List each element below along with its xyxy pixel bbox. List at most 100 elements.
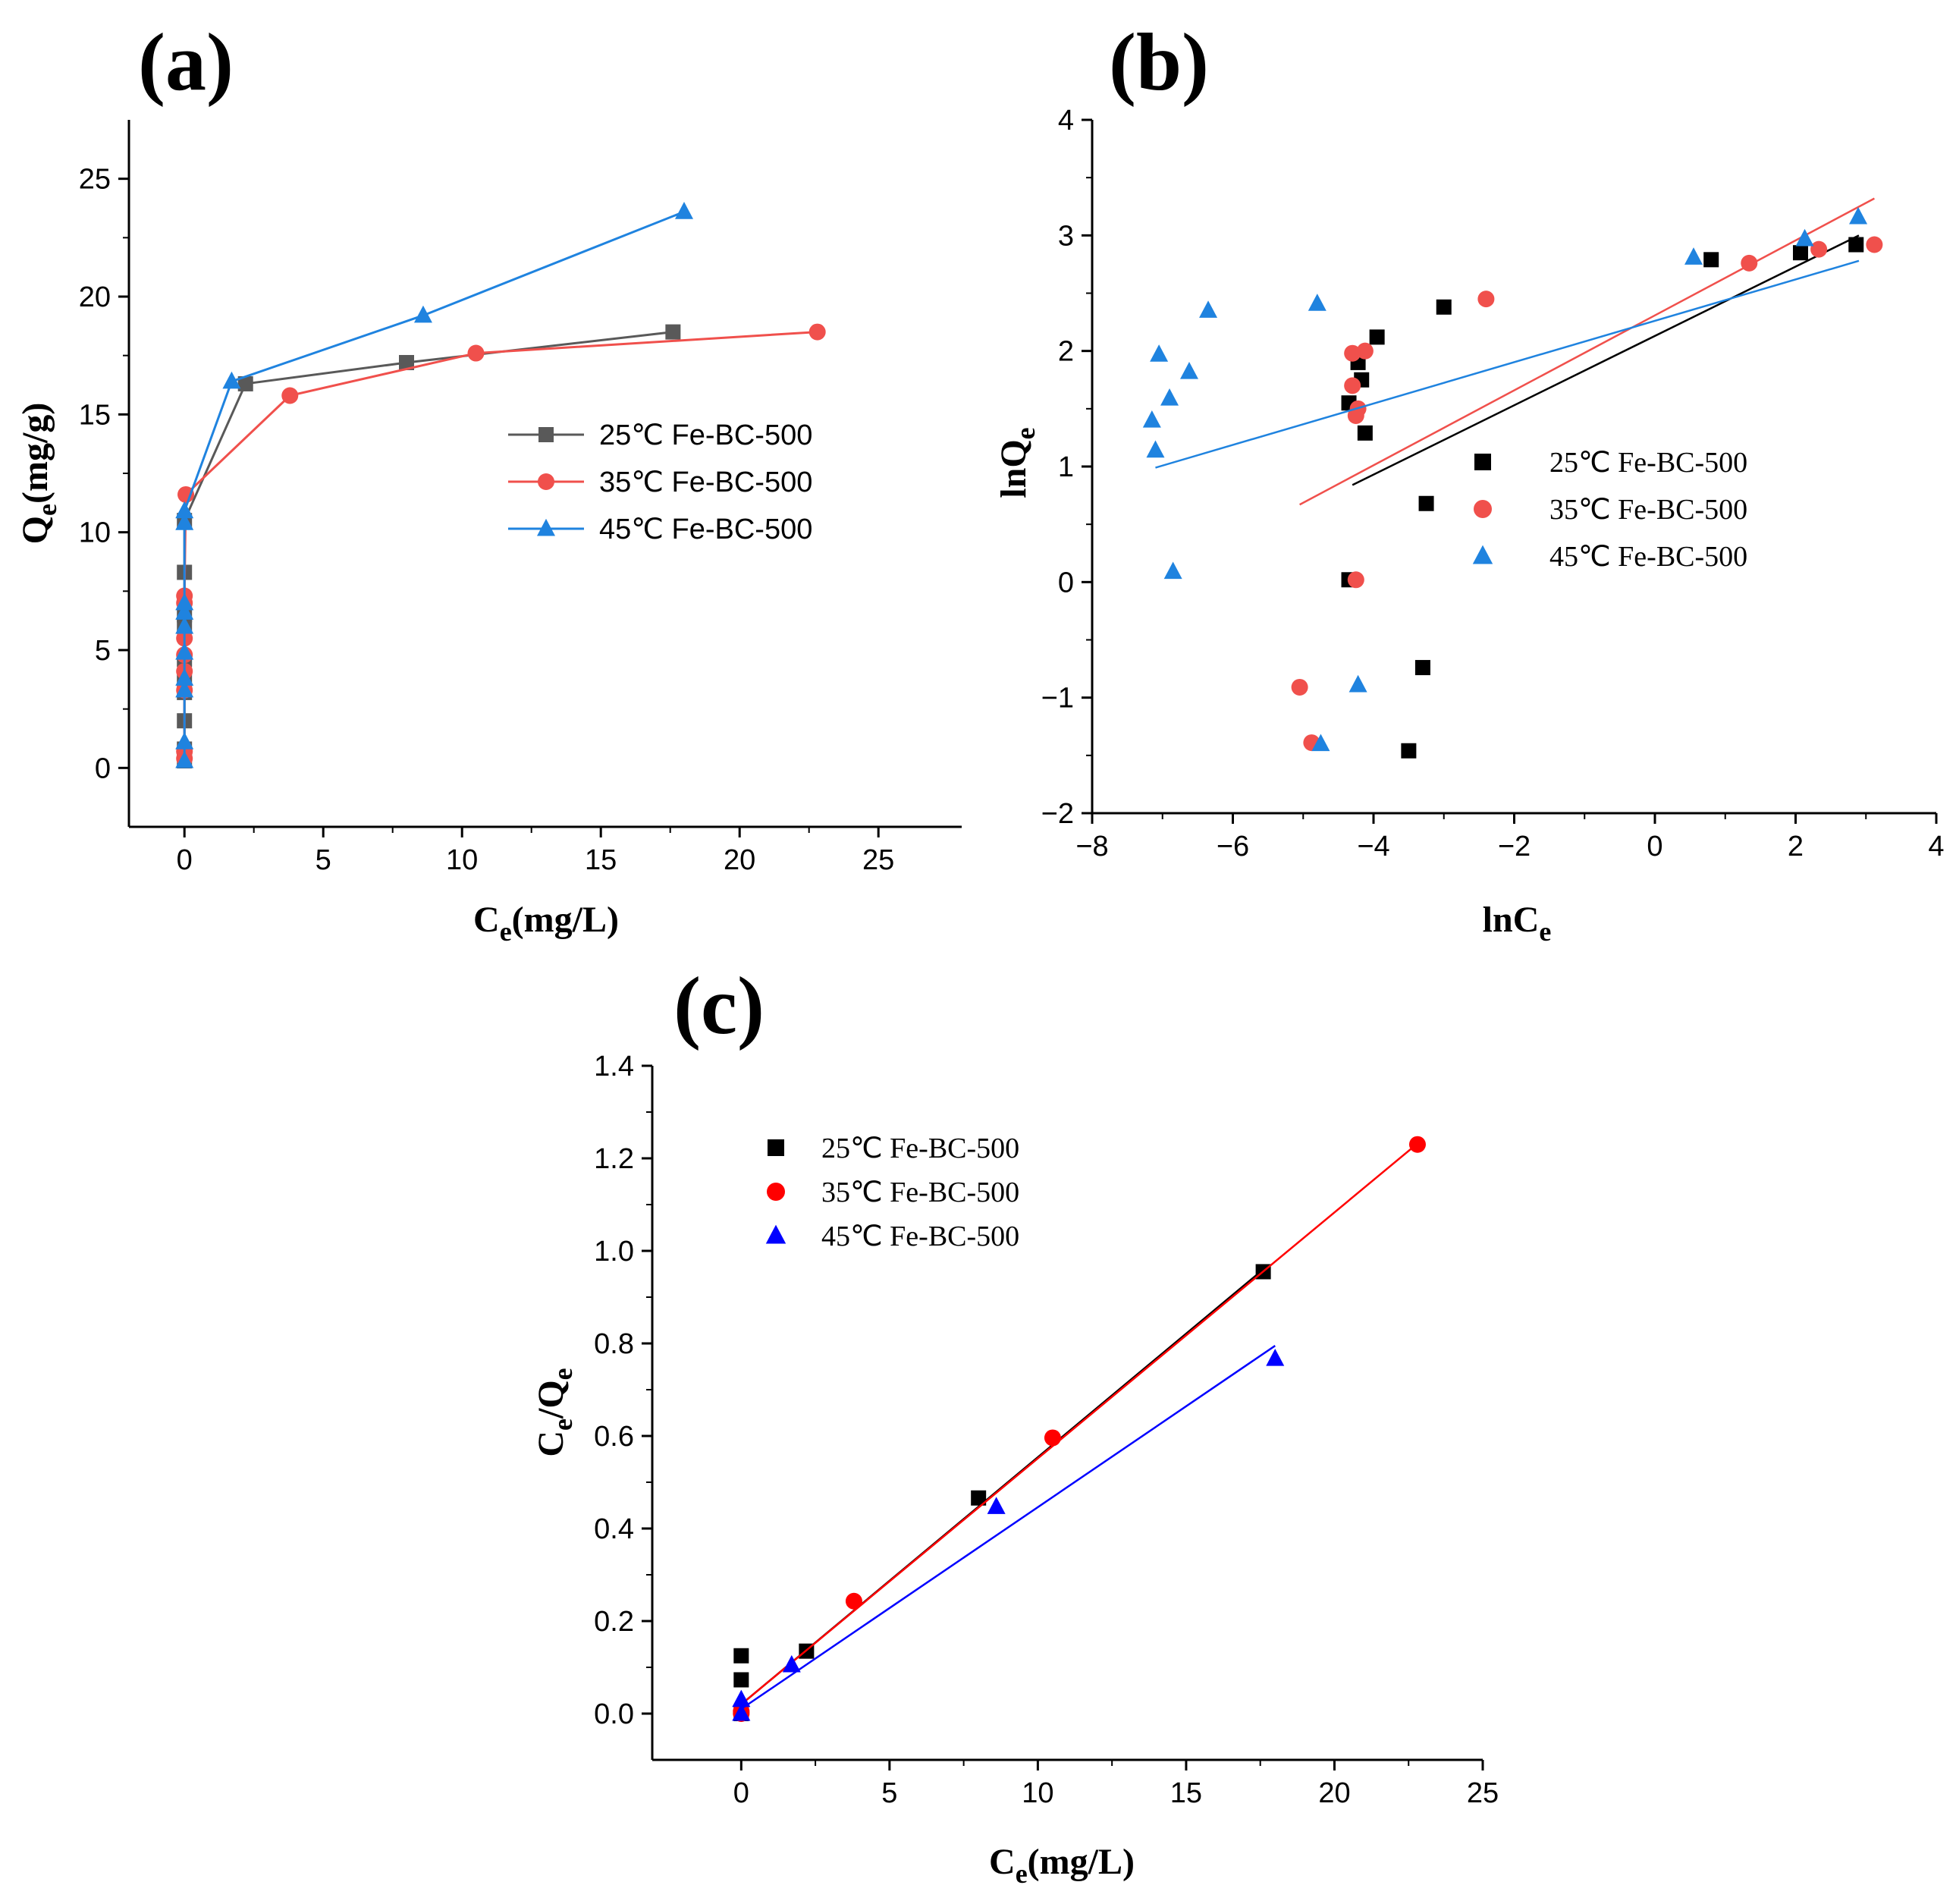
legend-label: 25℃ Fe-BC-500 xyxy=(1549,447,1747,479)
legend-marker xyxy=(1474,500,1492,518)
y-tick-label: 0.2 xyxy=(594,1606,634,1638)
y-tick-label: 25 xyxy=(79,164,111,196)
data-point xyxy=(1146,440,1165,458)
data-point xyxy=(467,344,485,362)
data-point xyxy=(665,324,681,340)
y-axis-title-sub: e xyxy=(32,504,62,516)
data-point xyxy=(1477,291,1495,308)
data-point xyxy=(1356,342,1374,360)
x-tick-label: 20 xyxy=(1318,1777,1350,1809)
data-point xyxy=(1199,300,1218,318)
x-axis-title-sub: e xyxy=(1016,1858,1028,1889)
data-point xyxy=(782,1654,801,1673)
x-axis-title-sub: e xyxy=(1539,916,1551,947)
data-point xyxy=(1408,1136,1426,1153)
x-tick-label: 0 xyxy=(733,1777,749,1809)
y-tick-label: 0 xyxy=(95,752,111,784)
data-point xyxy=(732,1703,751,1721)
y-tick-label: 15 xyxy=(79,399,111,431)
y-tick-label: 3 xyxy=(1058,220,1074,252)
fit-line xyxy=(1155,259,1860,469)
series-3 xyxy=(175,202,693,768)
data-point xyxy=(1741,254,1758,272)
legend-marker xyxy=(768,1139,784,1156)
y-axis-title-main: Q xyxy=(15,516,55,544)
data-point xyxy=(1347,571,1364,589)
x-axis-title-main: lnC xyxy=(1483,900,1540,940)
y-axis-title: Ce/Qe xyxy=(531,1368,578,1456)
data-point xyxy=(175,616,194,634)
legend-marker xyxy=(538,427,554,442)
data-point xyxy=(1849,206,1868,225)
data-point xyxy=(1160,388,1179,406)
y-axis-title-sub: e xyxy=(1010,427,1041,439)
data-point xyxy=(175,732,194,749)
x-tick-label: 0 xyxy=(177,844,193,876)
legend-label: 25℃ Fe-BC-500 xyxy=(821,1133,1019,1164)
data-point xyxy=(1418,495,1434,511)
data-point xyxy=(1795,228,1814,247)
fit-line xyxy=(1299,197,1875,506)
legend-marker xyxy=(1472,545,1493,564)
x-axis-title-tail: (mg/L) xyxy=(512,900,619,940)
data-point xyxy=(845,1592,862,1610)
x-tick-label: 25 xyxy=(862,844,894,876)
series-1 xyxy=(1341,234,1864,759)
legend-label: 45℃ Fe-BC-500 xyxy=(599,514,812,545)
data-point xyxy=(1044,1429,1061,1447)
y-tick-label: 0.8 xyxy=(594,1328,634,1360)
legend-label: 25℃ Fe-BC-500 xyxy=(599,419,812,451)
y-axis-title-sub: e xyxy=(548,1419,578,1431)
y-tick-label: 0.0 xyxy=(594,1698,634,1730)
y-axis-title-main: C xyxy=(531,1431,571,1457)
data-point xyxy=(281,387,299,404)
legend-marker xyxy=(538,473,554,490)
data-point xyxy=(175,592,194,611)
y-tick-label: 1.0 xyxy=(594,1236,634,1268)
x-axis-title-main: C xyxy=(989,1842,1016,1882)
fit-line xyxy=(740,1345,1276,1710)
series-3 xyxy=(732,1345,1285,1721)
y-tick-label: 2 xyxy=(1058,336,1074,368)
data-point xyxy=(971,1490,987,1506)
x-tick-label: 15 xyxy=(1170,1777,1202,1809)
y-tick-label: 1 xyxy=(1058,451,1074,483)
data-point xyxy=(1866,236,1883,253)
legend-marker xyxy=(537,518,555,536)
data-point xyxy=(732,1689,751,1708)
legend-marker xyxy=(767,1183,785,1201)
data-point xyxy=(1311,734,1330,752)
data-point xyxy=(175,680,194,698)
data-point xyxy=(1266,1349,1285,1366)
data-point xyxy=(1150,344,1169,362)
data-point xyxy=(1414,660,1430,676)
data-point xyxy=(1357,425,1373,441)
data-point xyxy=(175,642,194,660)
data-point xyxy=(1142,410,1161,428)
legend-label: 45℃ Fe-BC-500 xyxy=(821,1221,1019,1252)
data-point xyxy=(1792,245,1808,261)
panel-label: (c) xyxy=(673,961,765,1051)
y-tick-label: 4 xyxy=(1058,105,1074,137)
y-tick-label: −1 xyxy=(1041,683,1074,715)
y-axis-title-sub2: e xyxy=(548,1368,578,1380)
x-tick-label: 10 xyxy=(1022,1777,1053,1809)
y-axis-title-tail: (mg/g) xyxy=(15,403,55,504)
data-point xyxy=(1344,377,1361,394)
data-point xyxy=(1344,344,1361,362)
series-1 xyxy=(177,324,681,769)
y-tick-label: 10 xyxy=(79,517,111,549)
data-point xyxy=(733,1672,749,1688)
data-point xyxy=(1684,247,1703,265)
y-tick-label: −2 xyxy=(1041,798,1074,830)
legend-label: 35℃ Fe-BC-500 xyxy=(821,1177,1019,1208)
x-axis-title-tail: (mg/L) xyxy=(1028,1842,1135,1882)
series-3 xyxy=(1142,206,1868,752)
panel-label: (a) xyxy=(138,17,234,108)
x-tick-label: −2 xyxy=(1498,831,1531,862)
data-point xyxy=(675,202,693,219)
y-axis-title-tail: /Q xyxy=(531,1380,571,1419)
